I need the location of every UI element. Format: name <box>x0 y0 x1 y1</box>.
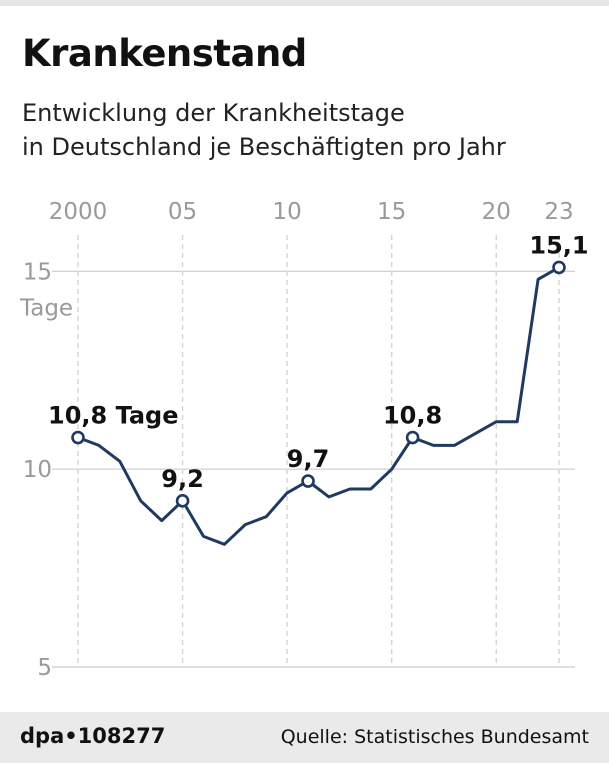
data-point-marker <box>175 494 190 508</box>
top-rule <box>0 0 609 6</box>
source-note: Quelle: Statistisches Bundesamt <box>280 726 589 748</box>
x-tick-label: 20 <box>482 199 511 225</box>
x-tick-label: 15 <box>377 199 406 225</box>
x-tick-label: 2000 <box>49 199 108 225</box>
footer-bar: dpa•108277 Quelle: Statistisches Bundesa… <box>0 712 609 763</box>
x-tick-label: 10 <box>272 199 301 225</box>
y-tick-label: 15 <box>23 259 52 285</box>
data-value-label: 10,8 <box>383 402 442 430</box>
data-point-marker <box>405 430 420 445</box>
data-value-label: 9,7 <box>287 445 330 473</box>
x-tick-label: 23 <box>544 199 573 225</box>
chart-title: Krankenstand <box>22 32 307 75</box>
data-value-label: 9,2 <box>161 465 204 493</box>
x-tick-label: 05 <box>168 199 197 225</box>
y-axis-unit-label: Tage <box>19 295 73 321</box>
data-value-label: 10,8 Tage <box>48 402 179 430</box>
data-point-marker <box>301 474 315 488</box>
y-tick-label: 10 <box>23 457 52 483</box>
data-point-marker <box>552 260 566 275</box>
subtitle-line-2: in Deutschland je Beschäftigten pro Jahr <box>22 133 506 161</box>
chart-subtitle: Entwicklung der Krankheitstage in Deutsc… <box>22 96 602 164</box>
data-value-label: 15,1 <box>529 231 588 259</box>
series-line <box>76 265 561 546</box>
data-point-marker <box>71 430 85 445</box>
dpa-graphic-id: dpa•108277 <box>20 724 166 748</box>
y-tick-label: 5 <box>37 655 52 681</box>
subtitle-line-1: Entwicklung der Krankheitstage <box>22 99 405 127</box>
line-chart: 2000 05 10 15 20 23 15 10 5 Tage 10,8 Tage 9,2 9,7 10… <box>19 199 589 681</box>
